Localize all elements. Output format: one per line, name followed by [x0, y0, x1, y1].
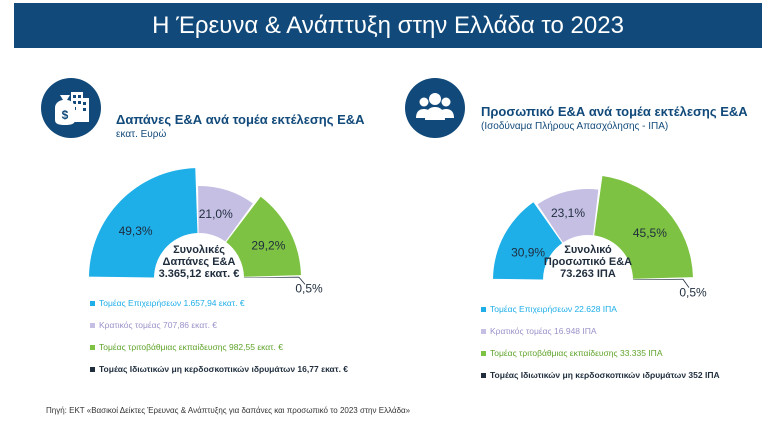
legend-item-government: Κρατικός τομέας 16.948 ΙΠΑ: [481, 326, 597, 336]
legend-item-business: Τομέας Επιχειρήσεων 22.628 ΙΠΑ: [481, 304, 617, 314]
personnel-data-label-nonprofit: 0,5%: [679, 285, 707, 299]
expenditure-chart-title: Δαπάνες Ε&Α ανά τομέα εκτέλεσης Ε&Α: [116, 112, 365, 127]
personnel-slice-higher-ed: [594, 175, 693, 279]
expenditure-panel: $ Δαπάνες Ε&Α ανά τομέα εκτέλεσης Ε&Α εκ…: [14, 78, 392, 388]
expenditure-total: Συνολικές Δαπάνες Ε&Α 3.365,12 εκατ. €: [152, 244, 246, 280]
source-note: Πηγή: ΕΚΤ «Βασικοί Δείκτες Έρευνας & Ανά…: [46, 406, 411, 415]
personnel-data-label-government: 23,1%: [551, 206, 585, 220]
expenditure-leader-line-nonprofit: [298, 276, 306, 285]
personnel-chart-title: Προσωπικό Ε&Α ανά τομέα εκτέλεσης Ε&Α: [481, 104, 748, 119]
expenditure-data-label-nonprofit: 0,5%: [295, 281, 323, 295]
expenditure-donut-chart: 49,3% 21,0% 29,2% 0,5%: [89, 168, 323, 295]
personnel-slice-government: [537, 189, 599, 243]
personnel-donut-chart: 30,9% 23,1% 45,5% 0,5%: [493, 175, 707, 299]
personnel-panel: Προσωπικό Ε&Α ανά τομέα εκτέλεσης Ε&Α (Ι…: [393, 78, 771, 388]
personnel-total-line1: Συνολικό: [564, 244, 612, 256]
legend-item-nonprofit: Τομέας Ιδιωτικών μη κερδοσκοπικών ιδρυμά…: [90, 364, 348, 374]
legend-item-government: Κρατικός τομέας 707,86 εκατ. €: [90, 320, 217, 330]
expenditure-slice-nonprofit: [243, 276, 299, 278]
expenditure-data-label-government: 21,0%: [199, 207, 233, 221]
expenditure-total-line2: Δαπάνες Ε&Α: [162, 256, 236, 268]
page-title-banner: Η Έρευνα & Ανάπτυξη στην Ελλάδα το 2023: [14, 3, 762, 48]
svg-text:$: $: [62, 108, 69, 122]
personnel-total: Συνολικό Προσωπικό Ε&Α 73.263 ΙΠΑ: [538, 244, 638, 280]
people-group-icon: [405, 78, 465, 138]
page-title: Η Έρευνα & Ανάπτυξη στην Ελλάδα το 2023: [152, 12, 624, 39]
expenditure-slice-business: [89, 168, 198, 278]
personnel-total-line2: Προσωπικό Ε&Α: [543, 256, 633, 268]
money-bag-buildings-icon: $: [41, 78, 101, 138]
legend-item-nonprofit: Τομέας Ιδιωτικών μη κερδοσκοπικών ιδρυμά…: [481, 370, 720, 380]
personnel-slice-business: [493, 202, 563, 280]
expenditure-slice-government: [198, 186, 253, 242]
legend-item-business: Τομέας Επιχειρήσεων 1.657,94 εκατ. €: [90, 298, 245, 308]
legend-item-higher-ed: Τομέας τριτοβάθμιας εκπαίδευσης 33.335 Ι…: [481, 348, 663, 358]
legend-item-higher-ed: Τομέας τριτοβάθμιας εκπαίδευσης 982,55 ε…: [90, 342, 283, 352]
personnel-leader-line-nonprofit: [682, 279, 690, 288]
expenditure-total-line1: Συνολικές: [173, 244, 225, 256]
expenditure-data-label-higher-ed: 29,2%: [251, 239, 285, 253]
personnel-data-label-higher-ed: 45,5%: [633, 226, 667, 240]
personnel-slice-nonprofit: [632, 278, 683, 280]
personnel-chart-subtitle: (Ισοδύναμα Πλήρους Απασχόλησης - ΙΠΑ): [481, 121, 669, 132]
personnel-data-label-business: 30,9%: [511, 246, 545, 260]
personnel-total-value: 73.263 ΙΠΑ: [560, 268, 616, 280]
expenditure-total-value: 3.365,12 εκατ. €: [158, 268, 240, 280]
expenditure-chart-subtitle: εκατ. Ευρώ: [116, 129, 167, 140]
expenditure-data-label-business: 49,3%: [119, 224, 153, 238]
expenditure-slice-higher-ed: [226, 196, 301, 277]
